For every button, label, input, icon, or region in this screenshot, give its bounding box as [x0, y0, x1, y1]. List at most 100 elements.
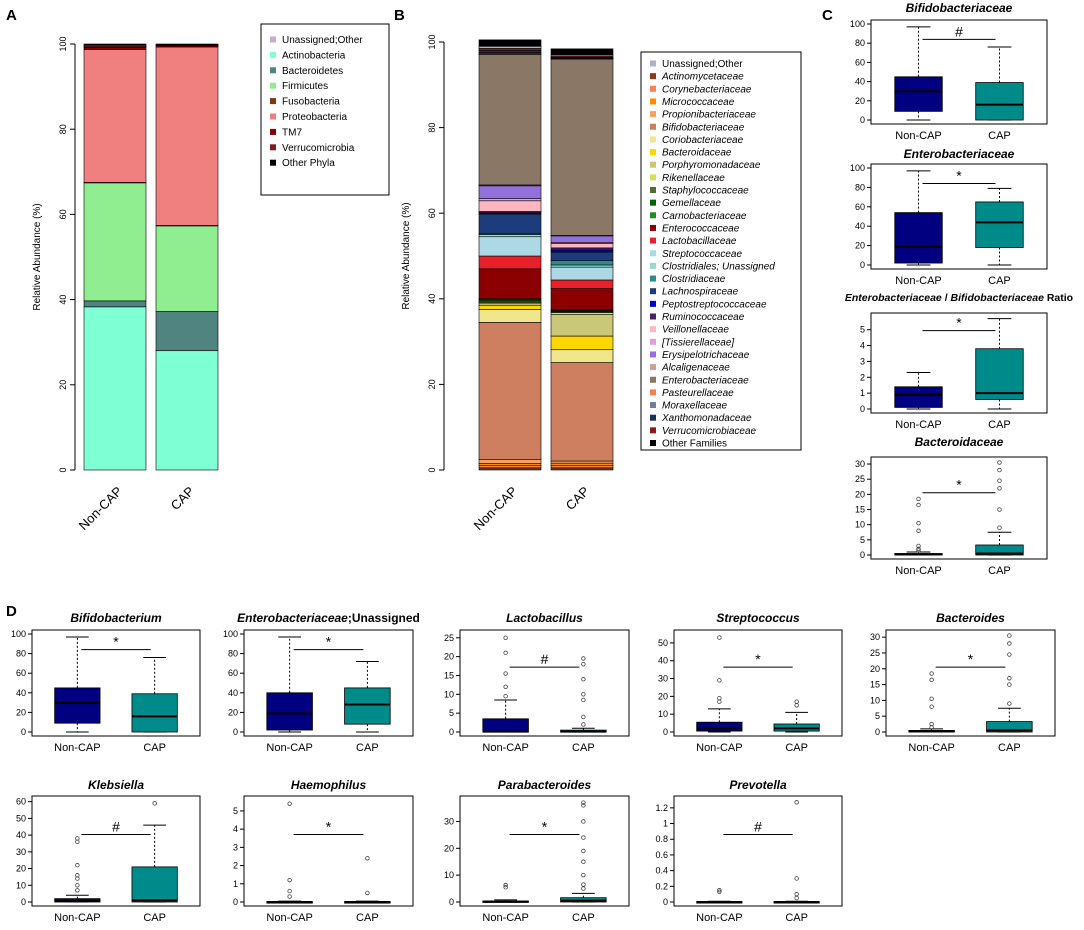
x-category-label: Non-CAP	[908, 742, 954, 754]
outlier-point	[717, 889, 722, 894]
bar-segment	[550, 247, 614, 251]
bar-segment	[478, 185, 542, 199]
bar-segment	[478, 309, 542, 323]
legend-label: Xanthomonadaceae	[661, 413, 752, 424]
y-tick-label: 100	[11, 629, 26, 639]
bar-segment	[550, 249, 614, 253]
legend-swatch	[650, 440, 656, 446]
bar-segment	[550, 264, 614, 268]
legend-label: Propionibacteriaceae	[662, 110, 756, 121]
outlier-point	[1007, 641, 1012, 646]
outlier-point	[717, 678, 722, 683]
outlier-point	[581, 697, 586, 703]
y-tick-label: 0	[449, 727, 454, 737]
y-tick-label: 25	[855, 474, 865, 484]
y-tick-label: 0	[860, 115, 865, 125]
bar-segment	[155, 46, 219, 226]
x-category-label: Non-CAP	[895, 565, 941, 577]
y-tick-label: 60	[16, 797, 26, 807]
y-tick-label: 30	[16, 847, 26, 857]
significance-marker: #	[955, 23, 963, 39]
x-category-label: CAP	[785, 742, 808, 754]
y-tick-label: 20	[58, 380, 68, 390]
y-tick-label: 30	[870, 632, 880, 642]
y-tick-label: 0	[663, 897, 668, 907]
plot-title: Bacteroidaceae	[915, 435, 1004, 449]
box-iqr	[975, 82, 1024, 121]
outlier-point	[916, 520, 921, 526]
y-tick-label: 100	[850, 163, 865, 173]
x-category-label: CAP	[563, 484, 593, 514]
y-tick-label: 80	[855, 38, 865, 48]
legend-swatch	[650, 136, 656, 143]
boxplot-enterobacteriaceae-unassigned: Enterobacteriaceae;Unassigned 0 20 40 60 80 10…	[223, 611, 420, 754]
legend-label: Corynebacteriaceae	[662, 84, 752, 95]
legend-label: Other Families	[662, 439, 727, 450]
legend-label: Erysipelotrichaceae	[662, 350, 750, 361]
outlier-point	[503, 693, 508, 699]
y-tick-label: 50	[658, 638, 668, 648]
y-tick-label: 25	[444, 633, 454, 643]
y-tick-label: 20	[444, 652, 454, 662]
y-tick-label: 60	[16, 668, 26, 678]
outlier-point	[997, 525, 1002, 530]
bar-segment	[478, 48, 542, 51]
outlier-point	[1007, 682, 1012, 687]
y-tick-label: 3	[860, 356, 865, 366]
significance-marker: *	[956, 315, 962, 331]
y-tick-label: 20	[16, 864, 26, 874]
legend-label: Proteobacteria	[282, 112, 347, 123]
legend-swatch	[650, 414, 656, 421]
outlier-point	[997, 467, 1002, 473]
y-tick-label: 50	[16, 813, 26, 823]
y-tick-label: 0.4	[655, 866, 668, 876]
plot-frame	[673, 795, 843, 907]
legend-label: Peptostreptococcaceae	[662, 299, 767, 310]
boxplot-enterobacteriaceae: Enterobacteriaceae 0 20 40 60 80 100 Non-CAP CAP…	[850, 147, 1048, 287]
legend-box	[640, 51, 802, 451]
y-tick-label: 40	[16, 830, 26, 840]
plot-frame	[243, 629, 414, 737]
legend-swatch	[270, 113, 276, 120]
x-category-label: CAP	[998, 742, 1021, 754]
legend-label: Staphylococcaceae	[662, 186, 749, 197]
y-tick-label: 0	[233, 897, 238, 907]
y-tick-label: 40	[855, 77, 865, 87]
outlier-point	[581, 677, 586, 682]
outlier-point	[503, 671, 508, 676]
x-category-label: Non-CAP	[471, 484, 520, 533]
legend-label: Other Phyla	[282, 158, 335, 169]
outlier-point	[581, 714, 586, 720]
legend-swatch	[650, 187, 656, 193]
x-category-label: Non-CAP	[266, 742, 312, 754]
y-tick-label: 80	[855, 182, 865, 192]
y-tick-label: 100	[223, 629, 238, 639]
legend-swatch	[270, 82, 276, 89]
bar-segment	[478, 255, 542, 270]
bar-segment	[478, 200, 542, 212]
legend-label: Clostridiaceae	[662, 274, 726, 285]
x-category-label: Non-CAP	[54, 742, 100, 754]
bar-segment	[550, 260, 614, 266]
legend-label: Verrucomicrobiaceae	[662, 426, 757, 437]
legend-swatch	[650, 326, 656, 333]
outlier-point	[1007, 633, 1012, 638]
outlier-point	[287, 801, 292, 806]
significance-marker: *	[755, 651, 761, 667]
boxplot-prevotella: Prevotella 0 0.2 0.4 0.6 0.8 1 1.2 Non-CAP CAP #	[655, 778, 843, 924]
bar-segment	[550, 349, 614, 363]
outlier-point	[916, 502, 921, 508]
y-tick-label: 20	[658, 691, 668, 701]
y-tick-label: 0	[21, 897, 26, 907]
legend-swatch	[650, 212, 656, 219]
significance-marker: *	[326, 819, 332, 835]
bar-segment	[550, 266, 614, 281]
legend-label: Lachnospiraceae	[662, 287, 739, 298]
plot-frame	[870, 163, 1048, 270]
plot-title: Lactobacillus	[506, 611, 583, 625]
y-tick-label: 20	[16, 707, 26, 717]
boxplot-klebsiella: Klebsiella 0 10 20 30 40 50 60 Non-CAP CAP #	[16, 778, 201, 924]
y-tick-label: 0	[860, 404, 865, 414]
legend-swatch	[650, 250, 656, 257]
legend-box	[260, 23, 390, 196]
